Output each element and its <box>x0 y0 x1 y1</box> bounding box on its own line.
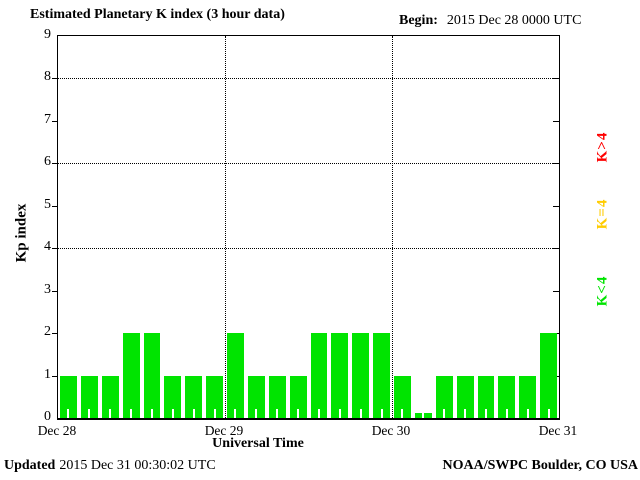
axis-minor-tick <box>67 409 70 418</box>
y-tick-label-6: 6 <box>44 154 51 170</box>
axis-minor-tick <box>422 409 425 418</box>
y-tick-left-4 <box>52 248 58 250</box>
y-tick-left-1 <box>52 375 58 377</box>
kp-bar <box>373 333 390 418</box>
updated-timestamp: Updated 2015 Dec 31 00:30:02 UTC <box>4 458 216 474</box>
kp-bar <box>80 375 98 418</box>
kp-bar <box>477 375 495 418</box>
kp-bar <box>247 375 265 418</box>
y-tick-left-2 <box>52 333 58 335</box>
axis-minor-tick <box>505 409 508 418</box>
begin-label: Begin: <box>399 13 438 28</box>
axis-minor-tick <box>359 409 362 418</box>
y-tick-right-4 <box>553 248 559 250</box>
updated-value: 2015 Dec 31 00:30:02 UTC <box>59 458 216 473</box>
kp-bar <box>60 375 77 418</box>
y-tick-left-8 <box>52 78 58 80</box>
y-tick-right-7 <box>553 120 559 122</box>
plot-area <box>52 35 560 420</box>
axis-minor-tick <box>234 409 237 418</box>
noaa-credit: NOAA/SWPC Boulder, CO USA <box>442 458 638 473</box>
y-tick-label-3: 3 <box>44 281 51 297</box>
legend-k-gt-4: K>4 <box>594 131 611 163</box>
x-tick-label-dec-30: Dec 30 <box>371 423 411 438</box>
begin-value: 2015 Dec 28 0000 UTC <box>446 13 582 28</box>
kp-bar <box>352 333 370 418</box>
kp-bar <box>540 333 557 418</box>
kp-bar <box>310 333 328 418</box>
y-tick-right-8 <box>553 78 559 80</box>
legend-k-eq-4: K=4 <box>594 198 611 230</box>
axis-minor-tick <box>213 409 216 418</box>
gridline-y-4 <box>58 248 559 250</box>
axis-minor-tick <box>276 409 279 418</box>
updated-label: Updated <box>4 458 56 473</box>
kp-bar <box>414 409 432 418</box>
kp-bar <box>289 375 307 418</box>
y-tick-right-3 <box>553 290 559 292</box>
kp-bar <box>498 375 516 418</box>
y-tick-left-3 <box>52 290 58 292</box>
axis-minor-tick <box>317 409 320 418</box>
axis-minor-tick <box>109 409 112 418</box>
y-tick-label-2: 2 <box>44 324 51 340</box>
kp-bar <box>394 375 411 418</box>
kp-bar <box>101 375 119 418</box>
kp-bar <box>164 375 182 418</box>
axis-minor-tick <box>171 409 174 418</box>
y-tick-label-0: 0 <box>44 409 51 424</box>
kp-bar <box>268 375 286 418</box>
axis-minor-tick <box>297 409 300 418</box>
kp-bar <box>456 375 474 418</box>
legend-k-lt-4: K<4 <box>594 275 611 307</box>
y-tick-left-7 <box>52 120 58 122</box>
y-tick-label-1: 1 <box>44 366 51 382</box>
x-tick-label-dec-28: Dec 28 <box>37 423 77 438</box>
kp-bar <box>519 375 537 418</box>
y-tick-label-9: 9 <box>44 27 51 42</box>
gridline-y-6 <box>58 163 559 165</box>
y-tick-label-7: 7 <box>44 111 51 127</box>
kp-bar <box>227 333 244 418</box>
axis-minor-tick <box>150 409 153 418</box>
kp-bar <box>122 333 140 418</box>
kp-bar <box>143 333 161 418</box>
kp-bar <box>331 333 349 418</box>
kp-bar <box>206 375 223 418</box>
axis-minor-tick <box>401 409 404 418</box>
y-tick-label-5: 5 <box>44 196 51 212</box>
gridline-x-day-1 <box>225 36 226 418</box>
axis-minor-tick <box>443 409 446 418</box>
x-axis-title: Universal Time <box>212 436 304 451</box>
axis-minor-tick <box>380 409 383 418</box>
x-tick-label-dec-31: Dec 31 <box>538 423 578 438</box>
y-tick-right-6 <box>553 163 559 165</box>
axis-minor-tick <box>192 409 195 418</box>
kp-bar <box>185 375 203 418</box>
axis-minor-tick <box>547 409 550 418</box>
axis-minor-tick <box>338 409 341 418</box>
y-tick-left-6 <box>52 163 58 165</box>
axis-minor-tick <box>526 409 529 418</box>
axis-minor-tick <box>130 409 133 418</box>
y-tick-label-4: 4 <box>44 239 51 255</box>
axis-minor-tick <box>464 409 467 418</box>
kp-bar <box>435 375 453 418</box>
begin-time: Begin: 2015 Dec 28 0000 UTC <box>399 13 581 29</box>
y-tick-right-5 <box>553 205 559 207</box>
axis-minor-tick <box>88 409 91 418</box>
y-tick-left-5 <box>52 205 58 207</box>
gridline-x-day-2 <box>392 36 393 418</box>
x-tick-label-dec-29: Dec 29 <box>204 423 244 438</box>
chart-title: Estimated Planetary K index (3 hour data… <box>30 7 285 22</box>
gridline-y-8 <box>58 78 559 80</box>
y-tick-label-8: 8 <box>44 69 51 85</box>
axis-minor-tick <box>484 409 487 418</box>
axis-minor-tick <box>255 409 258 418</box>
